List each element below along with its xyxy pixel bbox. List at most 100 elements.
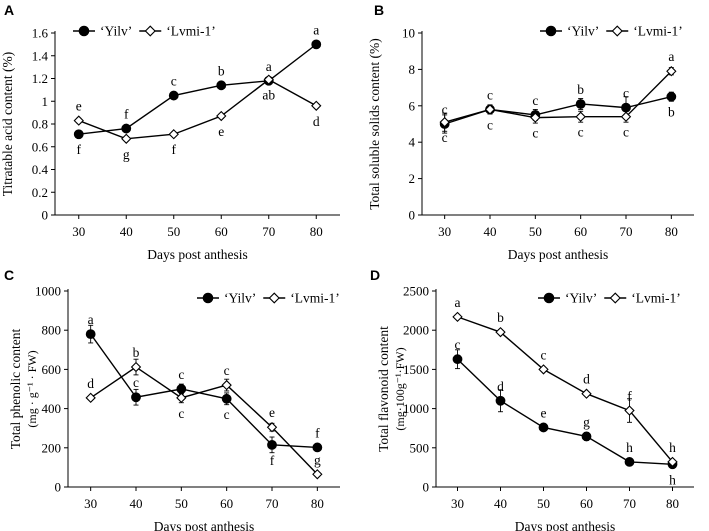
data-point <box>484 104 496 115</box>
data-point <box>624 457 635 467</box>
significance-letter: g <box>583 414 590 429</box>
legend-marker <box>202 292 214 304</box>
legend-item-lvmi-1: ‘Lvmi-1’ <box>139 24 216 39</box>
data-point <box>121 123 132 134</box>
data-point <box>621 102 631 113</box>
series-lvmi-1: e g f e ab d <box>73 74 322 162</box>
x-axis-label: Days post anthesis <box>147 247 248 262</box>
x-axis-label: Days post anthesis <box>515 519 616 531</box>
significance-letter: c <box>541 347 547 362</box>
data-point <box>176 384 187 394</box>
legend-marker <box>268 292 280 304</box>
data-point <box>266 422 278 433</box>
x-tick-label: 40 <box>494 496 507 511</box>
x-axis-label: Days post anthesis <box>508 247 609 262</box>
data-point <box>85 392 96 403</box>
x-tick-label: 70 <box>266 496 279 511</box>
significance-letter: c <box>578 125 584 140</box>
series-line <box>457 358 673 465</box>
significance-letter: c <box>442 130 448 145</box>
series-line <box>457 316 674 463</box>
y-tick-label: 4 <box>409 135 416 150</box>
legend-marker <box>611 25 623 37</box>
significance-letter: c <box>623 86 629 101</box>
y-tick-label: 1.2 <box>32 71 48 86</box>
significance-letter: c <box>178 367 184 382</box>
significance-letter: f <box>627 389 632 404</box>
legend-marker <box>144 25 156 37</box>
data-point <box>121 133 132 144</box>
data-point <box>624 405 635 416</box>
legend-item-yilv: ‘Yilv’ <box>538 291 597 306</box>
x-tick-label: 50 <box>537 496 550 511</box>
x-tick-label: 30 <box>72 224 85 239</box>
y-axis-label-units: (mg · g⁻¹ · FW) <box>25 350 39 427</box>
x-tick-label: 50 <box>175 496 188 511</box>
significance-letter: c <box>224 407 230 422</box>
y-tick-label: 600 <box>42 362 62 377</box>
y-tick-label: 400 <box>42 401 62 416</box>
significance-letter: c <box>623 125 629 140</box>
x-tick-label: 30 <box>84 496 97 511</box>
series-line <box>78 78 317 140</box>
data-point <box>538 364 549 375</box>
data-point <box>216 80 227 91</box>
y-tick-label: 10 <box>402 26 415 41</box>
significance-letter: f <box>172 142 177 157</box>
legend-label: ‘Yilv’ <box>567 24 599 39</box>
x-tick-label: 30 <box>438 224 451 239</box>
y-tick-label: 0 <box>42 208 49 223</box>
legend-label: ‘Yilv’ <box>100 24 132 39</box>
chart-panel-b: B 0 2 4 6 8 10 30 40 50 60 70 80 Days post anthesis To… <box>367 2 694 262</box>
legend-label: ‘Yilv’ <box>565 291 597 306</box>
data-point <box>575 111 586 122</box>
x-tick-label: 80 <box>310 224 323 239</box>
significance-letter: c <box>442 102 448 117</box>
y-tick-label: 0 <box>409 208 416 223</box>
significance-letter: f <box>315 425 320 440</box>
y-axis-label: Total flavonoid content <box>376 326 391 452</box>
data-point <box>221 393 232 404</box>
legend-item-yilv: ‘Yilv’ <box>540 24 599 39</box>
legend: ‘Yilv’ ‘Lvmi-1’ <box>197 291 340 306</box>
data-point <box>495 395 506 406</box>
y-tick-label: 1500 <box>403 362 429 377</box>
series-line <box>444 70 672 123</box>
significance-letter: c <box>532 126 538 141</box>
x-tick-label: 80 <box>666 496 679 511</box>
significance-letter: c <box>487 117 493 132</box>
legend-label: ‘Lvmi-1’ <box>166 24 216 39</box>
significance-letter: b <box>133 345 140 360</box>
y-tick-label: 1.6 <box>32 26 49 41</box>
significance-letter: f <box>124 107 129 122</box>
y-tick-label: 0.6 <box>32 139 49 154</box>
legend-item-lvmi-1: ‘Lvmi-1’ <box>606 24 683 39</box>
significance-letter: g <box>123 147 130 162</box>
x-tick-label: 70 <box>620 224 633 239</box>
significance-letter: h <box>669 472 676 487</box>
significance-letter: c <box>171 74 177 89</box>
x-tick-label: 50 <box>167 224 180 239</box>
significance-letter: f <box>77 142 82 157</box>
data-point <box>216 110 227 122</box>
data-point <box>620 111 632 122</box>
legend-marker <box>543 292 555 304</box>
data-point <box>439 117 450 128</box>
y-tick-label: 0.8 <box>32 117 48 132</box>
data-point <box>666 66 677 77</box>
data-point <box>311 39 322 50</box>
x-tick-label: 40 <box>120 224 133 239</box>
x-tick-label: 40 <box>484 224 497 239</box>
data-point <box>530 112 541 123</box>
data-point <box>168 129 179 140</box>
significance-letter: d <box>497 379 504 394</box>
legend-label: ‘Lvmi-1’ <box>631 291 681 306</box>
y-axis-label: Total soluble solids content (%) <box>367 38 382 210</box>
data-point <box>263 74 274 85</box>
x-tick-label: 40 <box>130 496 143 511</box>
y-tick-label: 1000 <box>35 284 61 299</box>
data-point <box>85 329 96 340</box>
significance-letter: a <box>668 49 674 64</box>
